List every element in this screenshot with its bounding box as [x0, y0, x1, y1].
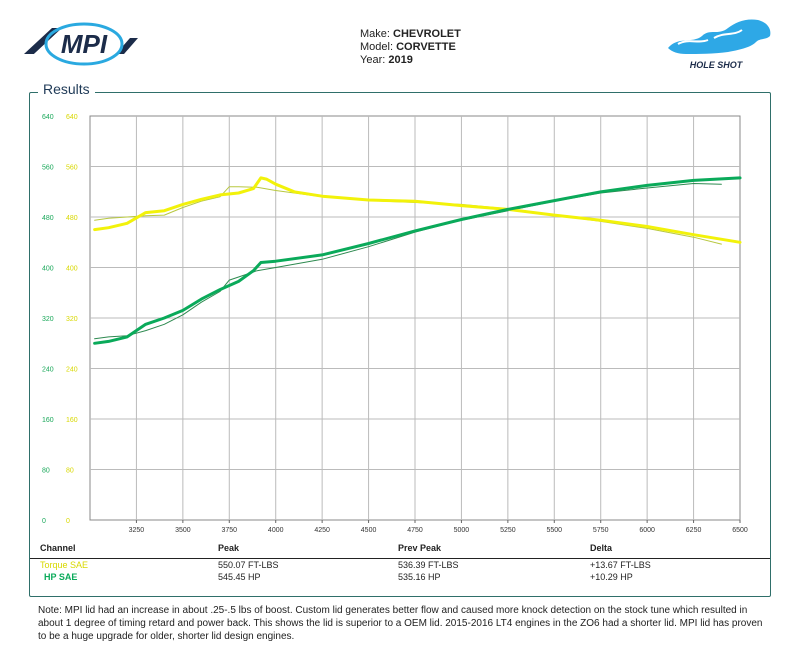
vehicle-info: Make: CHEVROLET Model: CORVETTE Year: 20… — [360, 28, 461, 67]
logo-ring — [44, 22, 124, 66]
horse-flame-icon — [668, 19, 771, 54]
y-tick-label-torque: 320 — [66, 316, 78, 323]
y-tick-label-hp: 320 — [42, 316, 54, 323]
header-channel: Channel — [40, 543, 76, 553]
results-frame — [29, 92, 771, 597]
hole-shot-logo-text: HOLE SHOT — [690, 60, 744, 70]
y-tick-label-hp: 640 — [42, 114, 54, 121]
model-value: CORVETTE — [396, 41, 456, 53]
table-divider — [30, 558, 770, 559]
y-tick-label-hp: 480 — [42, 215, 54, 222]
series-line-torque-sae-prev — [94, 186, 722, 245]
row-torque-prev-peak: 536.39 FT-LBS — [398, 560, 459, 570]
row-hp-peak: 545.45 HP — [218, 572, 261, 582]
y-tick-label-hp: 160 — [42, 417, 54, 424]
model-label: Model: — [360, 41, 394, 53]
series-line-hp-sae — [93, 176, 742, 345]
series-line-torque-sae — [93, 176, 742, 244]
x-tick-label: 4000 — [268, 527, 284, 534]
mpi-logo-text: MPI — [61, 29, 108, 59]
x-tick-label: 5000 — [454, 527, 470, 534]
x-tick-label: 6500 — [732, 527, 748, 534]
row-hp-delta: +10.29 HP — [590, 572, 633, 582]
y-tick-label-torque: 80 — [66, 468, 74, 475]
header-peak: Peak — [218, 543, 240, 553]
hole-shot-logo: HOLE SHOT — [668, 19, 771, 70]
table-header-row: Channel Peak Prev Peak Delta — [30, 543, 770, 555]
make-label: Make: — [360, 28, 390, 40]
x-tick-label: 4500 — [361, 527, 377, 534]
y-tick-label-torque: 560 — [66, 165, 78, 172]
x-tick-label: 4750 — [407, 527, 423, 534]
header-prev-peak: Prev Peak — [398, 543, 442, 553]
header-delta: Delta — [590, 543, 613, 553]
row-hp-channel: HP SAE — [44, 572, 78, 582]
footnote: Note: MPI lid had an increase in about .… — [38, 605, 763, 642]
y-tick-label-torque: 480 — [66, 215, 78, 222]
dyno-chart: 0 0 80 80 160 160 240 240 320 320 400 400 480 480 560 5… — [42, 114, 748, 534]
make-value: CHEVROLET — [393, 28, 461, 40]
y-tick-label-torque: 400 — [66, 266, 78, 273]
x-tick-label: 3500 — [175, 527, 191, 534]
row-hp-prev-peak: 535.16 HP — [398, 572, 441, 582]
y-tick-label-hp: 0 — [42, 518, 46, 525]
y-tick-label-hp: 560 — [42, 165, 54, 172]
year-value: 2019 — [388, 54, 413, 66]
x-tick-label: 4250 — [314, 527, 330, 534]
x-tick-label: 6000 — [639, 527, 655, 534]
row-torque-channel: Torque SAE — [40, 560, 89, 570]
y-tick-label-torque: 640 — [66, 114, 78, 121]
series-line-hp-sae-prev — [94, 183, 722, 340]
x-tick-label: 3250 — [129, 527, 145, 534]
x-tick-label: 3750 — [221, 527, 237, 534]
y-tick-label-hp: 240 — [42, 367, 54, 374]
x-tick-label: 5250 — [500, 527, 516, 534]
y-tick-label-torque: 0 — [66, 518, 70, 525]
mpi-logo: MPI — [24, 22, 138, 66]
table-row: HP SAE 545.45 HP 535.16 HP +10.29 HP — [30, 572, 770, 584]
y-tick-label-hp: 400 — [42, 266, 54, 273]
row-torque-delta: +13.67 FT-LBS — [590, 560, 651, 570]
y-tick-label-torque: 160 — [66, 417, 78, 424]
y-tick-label-hp: 80 — [42, 468, 50, 475]
results-title: Results — [38, 81, 95, 97]
row-torque-peak: 550.07 FT-LBS — [218, 560, 279, 570]
x-tick-label: 6250 — [686, 527, 702, 534]
year-label: Year: — [360, 54, 386, 66]
table-row: Torque SAE 550.07 FT-LBS 536.39 FT-LBS +… — [30, 560, 770, 572]
y-tick-label-torque: 240 — [66, 367, 78, 374]
x-tick-label: 5500 — [546, 527, 562, 534]
x-tick-label: 5750 — [593, 527, 609, 534]
